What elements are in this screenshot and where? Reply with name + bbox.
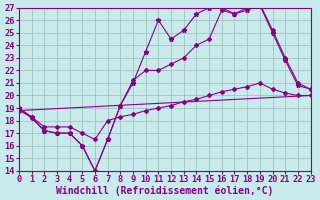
X-axis label: Windchill (Refroidissement éolien,°C): Windchill (Refroidissement éolien,°C) [56, 185, 273, 196]
